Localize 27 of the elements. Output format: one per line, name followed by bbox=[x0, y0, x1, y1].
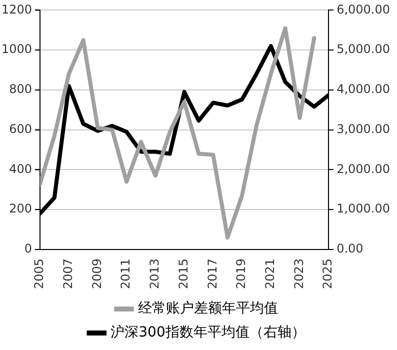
x-tick-label: 2023 bbox=[292, 258, 306, 290]
legend-label: 沪深300指数年平均值（右轴） bbox=[110, 324, 306, 341]
x-tick-label: 2007 bbox=[60, 258, 75, 290]
y2-tick-label: 6,000.00 bbox=[336, 2, 390, 16]
x-tick-label: 2025 bbox=[320, 258, 335, 290]
y-tick-label: 0 bbox=[24, 242, 32, 256]
y-tick-label: 800 bbox=[9, 82, 32, 96]
x-tick-label: 2015 bbox=[176, 258, 190, 290]
y2-tick-label: 3,000.00 bbox=[336, 122, 390, 136]
y2-tick-label: 1,000.00 bbox=[336, 202, 390, 216]
x-tick-label: 2019 bbox=[234, 258, 248, 290]
y2-tick-label: 0.00 bbox=[336, 242, 364, 256]
y2-tick-label: 5,000.00 bbox=[336, 42, 390, 56]
y-tick-label: 400 bbox=[9, 162, 32, 176]
y2-tick-label: 2,000.00 bbox=[336, 162, 390, 176]
x-tick-label: 2009 bbox=[90, 258, 104, 290]
legend-label: 经常账户差额年平均值 bbox=[138, 300, 278, 317]
y2-tick-label: 4,000.00 bbox=[336, 82, 390, 96]
y-tick-label: 600 bbox=[9, 122, 32, 136]
x-tick-label: 2011 bbox=[118, 258, 133, 290]
x-tick-label: 2021 bbox=[262, 258, 277, 290]
x-tick-label: 2013 bbox=[148, 258, 162, 290]
x-tick-label: 2005 bbox=[32, 258, 46, 290]
x-tick-label: 2017 bbox=[205, 258, 220, 290]
y-tick-label: 1200 bbox=[1, 2, 32, 16]
y-tick-label: 200 bbox=[9, 202, 32, 216]
y-tick-label: 1000 bbox=[1, 42, 32, 56]
